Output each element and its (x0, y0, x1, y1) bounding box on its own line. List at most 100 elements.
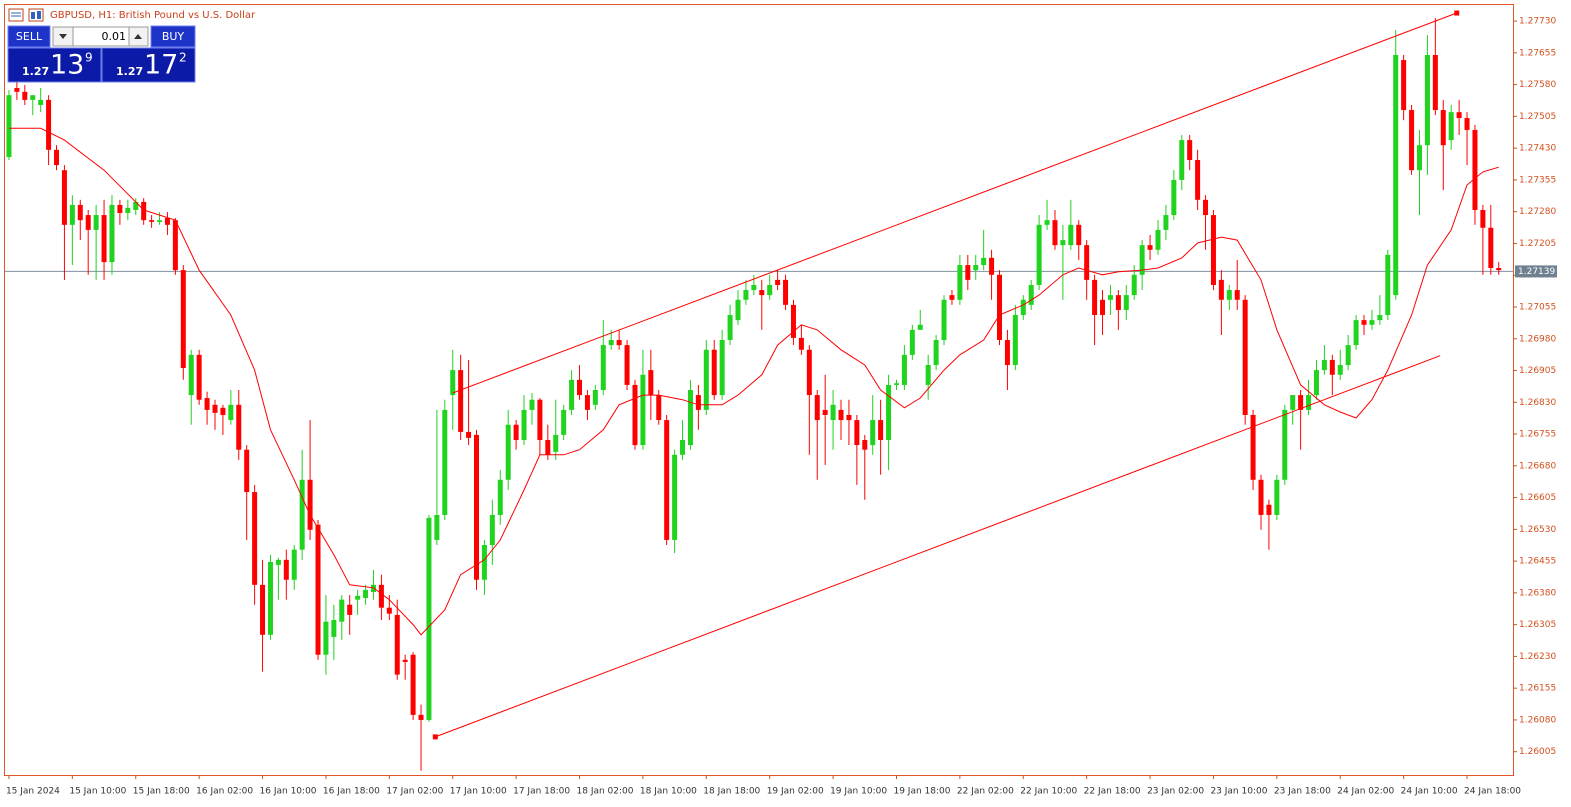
candle-body (1242, 299, 1248, 415)
bid-prefix: 1.27 (22, 65, 49, 78)
icon[interactable] (8, 8, 24, 22)
candle-body (798, 337, 804, 350)
candle-body (1218, 279, 1224, 300)
candle-body (1147, 245, 1153, 250)
candle-body (640, 374, 646, 446)
candle-body (600, 345, 606, 390)
candle-body (378, 584, 384, 608)
candle-body (1004, 340, 1010, 366)
candle-body (69, 204, 75, 225)
candle-body (838, 409, 844, 421)
sell-label: SELL (16, 30, 43, 43)
y-tick-label: 1.26305 (1519, 620, 1556, 630)
candle-body (1044, 220, 1050, 225)
candle-body (529, 399, 535, 410)
candle-body (386, 607, 392, 614)
candle-body (981, 257, 987, 266)
candle-body (61, 170, 67, 225)
candle-body (854, 420, 860, 446)
y-tick-label: 1.26755 (1519, 430, 1556, 440)
y-tick-label: 1.26005 (1519, 747, 1556, 757)
price-label: 1.27139 (1518, 267, 1555, 277)
candle-body (1210, 215, 1216, 285)
candle-body (806, 349, 812, 396)
candle-body (307, 479, 313, 530)
candle-body (434, 514, 440, 540)
candle-body (1313, 370, 1319, 396)
candle-body (577, 379, 583, 396)
y-tick-label: 1.26455 (1519, 557, 1556, 567)
candle-body (822, 409, 828, 415)
candle-body (925, 365, 931, 385)
bid-box[interactable] (7, 47, 102, 83)
candle-body (1139, 245, 1145, 275)
candle-body (1488, 227, 1494, 269)
candle-body (1052, 220, 1058, 246)
candle-body (236, 404, 242, 450)
trendline-handle (1454, 10, 1460, 16)
candle-body (1187, 140, 1193, 161)
ask-big: 17 (144, 50, 178, 81)
candle-body (1448, 112, 1454, 141)
candle-body (1195, 160, 1201, 200)
candle-body (1361, 320, 1367, 325)
sell-button[interactable] (7, 25, 51, 48)
y-tick-label: 1.26905 (1519, 366, 1556, 376)
arrow-down (59, 34, 67, 39)
candle-body (775, 279, 781, 285)
candle-body (14, 88, 20, 92)
candle-body (759, 290, 765, 296)
candle-body (933, 340, 939, 366)
ask-box[interactable] (101, 47, 196, 83)
candle-body (1012, 315, 1018, 366)
candle-body (997, 274, 1003, 341)
candle-body (133, 201, 139, 210)
candle-body (1226, 290, 1232, 300)
candle-body (711, 349, 717, 396)
x-tick-label: 18 Jan 02:00 (577, 787, 634, 797)
bid-big: 13 (50, 50, 84, 81)
candle-body (973, 265, 979, 271)
candle-body (117, 204, 123, 213)
candle-body (553, 434, 559, 452)
candle-body (719, 340, 725, 396)
x-tick-label: 19 Jan 18:00 (893, 787, 950, 797)
candle-body (402, 659, 408, 662)
y-tick-label: 1.26380 (1519, 588, 1556, 598)
x-tick-label: 22 Jan 02:00 (957, 787, 1014, 797)
candle-body (664, 420, 670, 540)
buy-button[interactable] (150, 25, 196, 48)
candle-body (125, 207, 131, 213)
candle-body (466, 431, 472, 438)
candle-body (1456, 112, 1462, 119)
x-tick-label: 15 Jan 10:00 (69, 787, 126, 797)
x-tick-label: 19 Jan 10:00 (830, 787, 887, 797)
y-tick-label: 1.26155 (1519, 684, 1556, 694)
candle-body (878, 420, 884, 440)
candle-body (1401, 60, 1407, 111)
x-tick-label: 17 Jan 02:00 (386, 787, 443, 797)
candle-body (1076, 224, 1082, 246)
candle-body (727, 315, 733, 341)
candle-body (323, 621, 329, 655)
candle-body (1084, 245, 1090, 280)
candle-body (1345, 345, 1351, 366)
moving-average (9, 127, 1499, 636)
candle-body (680, 439, 686, 455)
candle-body (521, 409, 527, 440)
candle-body (1092, 279, 1098, 316)
candle-body (957, 265, 963, 300)
candle-body (418, 714, 424, 720)
candle-body (1472, 129, 1478, 210)
x-tick-label: 22 Jan 10:00 (1020, 787, 1077, 797)
candle-body (101, 215, 107, 263)
candle-body (1123, 295, 1129, 310)
candle-body (1464, 118, 1470, 130)
candle-body (846, 414, 852, 421)
candle-body (260, 584, 266, 635)
candle-body (743, 290, 749, 300)
x-tick-label: 16 Jan 10:00 (260, 787, 317, 797)
candle-body (252, 492, 258, 585)
candle-body (149, 220, 155, 222)
candle-body (862, 439, 868, 450)
